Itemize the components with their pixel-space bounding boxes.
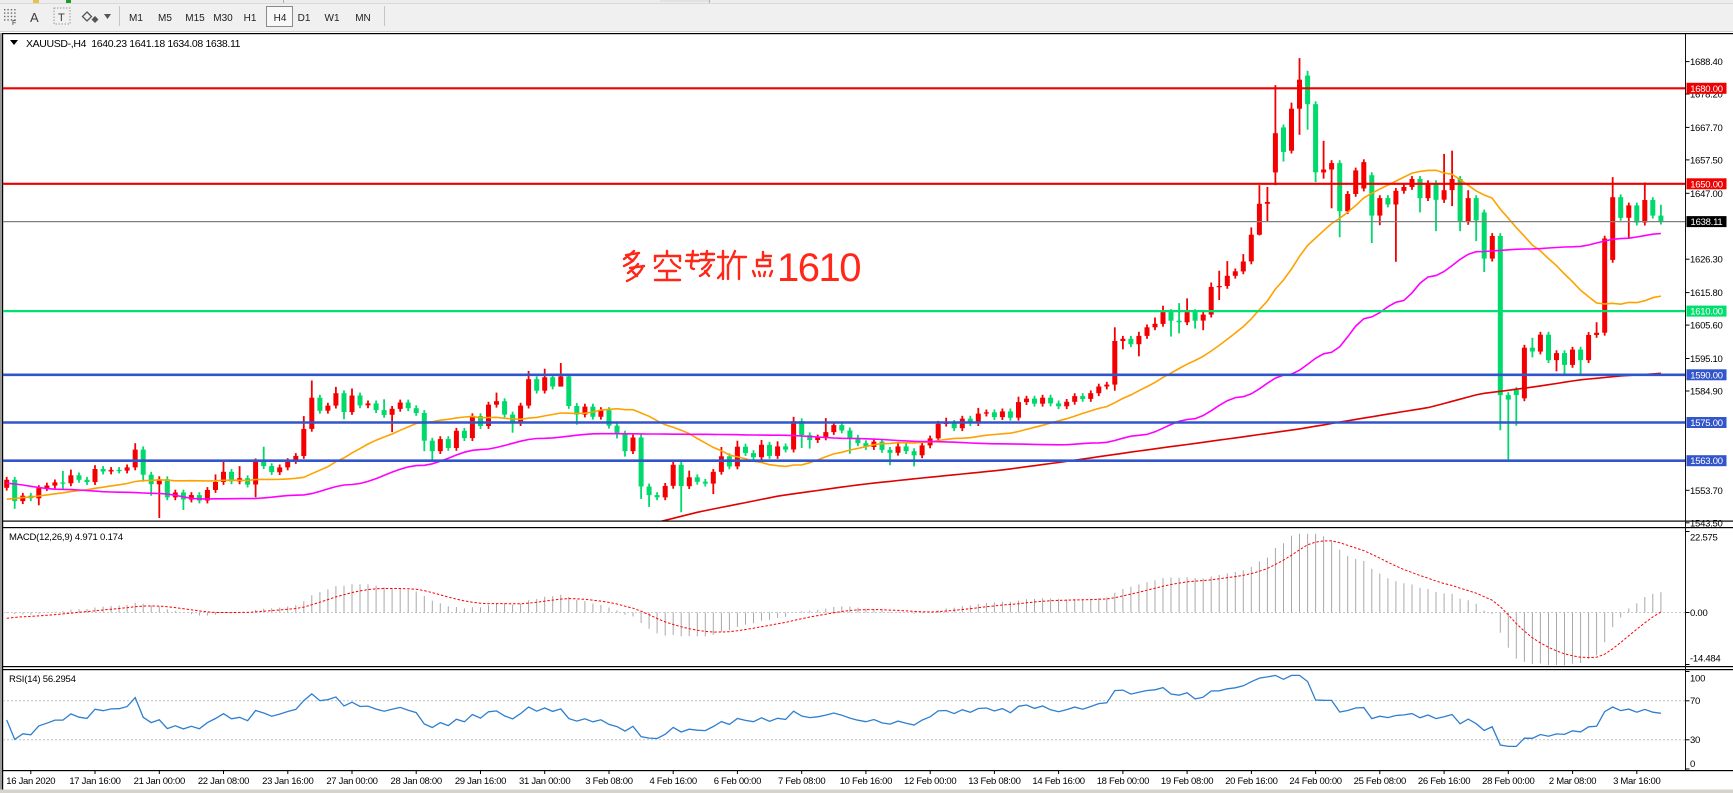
svg-text:3 Mar 16:00: 3 Mar 16:00: [1613, 776, 1660, 787]
svg-text:14 Feb 16:00: 14 Feb 16:00: [1032, 776, 1084, 787]
svg-text:1553.70: 1553.70: [1690, 486, 1723, 497]
svg-text:2 Mar 08:00: 2 Mar 08:00: [1549, 776, 1596, 787]
svg-text:F: F: [12, 20, 16, 27]
svg-text:16 Jan 2020: 16 Jan 2020: [6, 776, 55, 787]
svg-text:100: 100: [1690, 674, 1705, 685]
svg-text:30: 30: [1690, 735, 1700, 746]
svg-text:1595.10: 1595.10: [1690, 354, 1723, 365]
svg-text:28 Feb 00:00: 28 Feb 00:00: [1482, 776, 1534, 787]
svg-text:A: A: [30, 10, 39, 25]
svg-text:1563.00: 1563.00: [1690, 456, 1723, 467]
svg-text:6 Feb 00:00: 6 Feb 00:00: [714, 776, 761, 787]
svg-text:T: T: [58, 12, 65, 24]
svg-text:0: 0: [1690, 759, 1695, 770]
svg-text:1605.60: 1605.60: [1690, 321, 1723, 332]
svg-text:1543.50: 1543.50: [1690, 518, 1723, 529]
svg-text:M15: M15: [185, 13, 205, 24]
svg-text:10 Feb 16:00: 10 Feb 16:00: [840, 776, 892, 787]
svg-text:1680.00: 1680.00: [1690, 84, 1723, 95]
svg-text:1657.50: 1657.50: [1690, 155, 1723, 166]
svg-text:19 Feb 08:00: 19 Feb 08:00: [1161, 776, 1213, 787]
svg-text:D1: D1: [298, 13, 311, 24]
svg-text:1667.70: 1667.70: [1690, 123, 1723, 134]
svg-text:M1: M1: [129, 13, 143, 24]
svg-text:1584.90: 1584.90: [1690, 387, 1723, 398]
svg-text:RSI(14) 56.2954: RSI(14) 56.2954: [9, 674, 76, 685]
svg-text:1647.00: 1647.00: [1690, 189, 1723, 200]
svg-text:1638.11: 1638.11: [1691, 217, 1723, 228]
svg-text:MN: MN: [355, 13, 371, 24]
svg-text:0.00: 0.00: [1690, 608, 1708, 619]
svg-text:1650.00: 1650.00: [1690, 179, 1723, 190]
svg-text:7 Feb 08:00: 7 Feb 08:00: [778, 776, 825, 787]
svg-text:1688.40: 1688.40: [1690, 57, 1723, 68]
svg-text:1610: 1610: [777, 246, 860, 290]
svg-text:-14.484: -14.484: [1690, 654, 1720, 665]
svg-text:17 Jan 16:00: 17 Jan 16:00: [69, 776, 120, 787]
svg-text:W1: W1: [325, 13, 340, 24]
svg-text:24 Feb 00:00: 24 Feb 00:00: [1289, 776, 1341, 787]
svg-text:4 Feb 16:00: 4 Feb 16:00: [649, 776, 696, 787]
svg-text:27 Jan 00:00: 27 Jan 00:00: [326, 776, 377, 787]
svg-text:23 Jan 16:00: 23 Jan 16:00: [262, 776, 313, 787]
svg-text:22 Jan 08:00: 22 Jan 08:00: [198, 776, 249, 787]
svg-text:28 Jan 08:00: 28 Jan 08:00: [391, 776, 442, 787]
svg-text:MACD(12,26,9) 4.971 0.174: MACD(12,26,9) 4.971 0.174: [9, 532, 123, 543]
svg-text:1678.20: 1678.20: [1690, 90, 1723, 101]
svg-text:1626.30: 1626.30: [1690, 255, 1723, 266]
svg-text:1575.00: 1575.00: [1690, 418, 1723, 429]
svg-text:12 Feb 00:00: 12 Feb 00:00: [904, 776, 956, 787]
svg-text:M5: M5: [158, 13, 172, 24]
svg-text:29 Jan 16:00: 29 Jan 16:00: [455, 776, 506, 787]
svg-text:25 Feb 08:00: 25 Feb 08:00: [1354, 776, 1406, 787]
svg-text:3 Feb 08:00: 3 Feb 08:00: [585, 776, 632, 787]
svg-text:M30: M30: [213, 13, 233, 24]
svg-text:22.575: 22.575: [1690, 533, 1718, 544]
svg-text:31 Jan 00:00: 31 Jan 00:00: [519, 776, 570, 787]
svg-text:XAUUSD-,H4 1640.23 1641.18 16: XAUUSD-,H4 1640.23 1641.18 1634.08 1638.…: [26, 38, 241, 50]
svg-text:13 Feb 08:00: 13 Feb 08:00: [968, 776, 1020, 787]
svg-text:20 Feb 16:00: 20 Feb 16:00: [1225, 776, 1277, 787]
svg-text:H1: H1: [244, 13, 257, 24]
svg-text:26 Feb 16:00: 26 Feb 16:00: [1418, 776, 1470, 787]
svg-text:21 Jan 00:00: 21 Jan 00:00: [134, 776, 185, 787]
svg-text:1615.80: 1615.80: [1690, 288, 1723, 299]
svg-text:H4: H4: [274, 13, 287, 24]
svg-text:1610.00: 1610.00: [1690, 307, 1723, 318]
svg-text:70: 70: [1690, 696, 1700, 707]
svg-text:18 Feb 00:00: 18 Feb 00:00: [1097, 776, 1149, 787]
svg-text:1590.00: 1590.00: [1690, 370, 1723, 381]
